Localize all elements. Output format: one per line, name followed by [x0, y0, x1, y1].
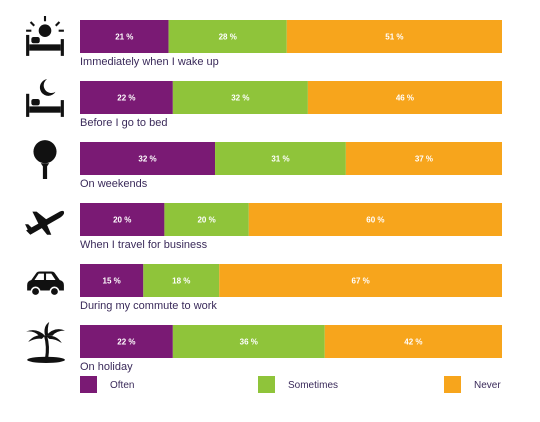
bar-never-5 [324, 325, 502, 358]
data-label-often-0: 21 % [115, 33, 133, 42]
bar-sometimes-1 [172, 81, 308, 114]
bar-sometimes-3 [164, 203, 249, 236]
data-label-never-5: 42 % [404, 338, 422, 347]
airplane-icon [25, 210, 65, 235]
category-label-1: Before I go to bed [80, 117, 167, 129]
golf-ball-tee-icon [33, 140, 57, 179]
data-label-sometimes-2: 31 % [271, 155, 289, 164]
category-label-4: During my commute to work [80, 300, 217, 312]
bar-often-4 [80, 264, 144, 297]
palm-tree-island-icon [26, 322, 65, 363]
bar-often-0 [80, 20, 169, 53]
data-label-sometimes-4: 18 % [172, 277, 190, 286]
data-label-sometimes-5: 36 % [240, 338, 258, 347]
data-label-often-5: 22 % [117, 338, 135, 347]
category-icons [25, 16, 65, 363]
data-label-often-3: 20 % [113, 216, 131, 225]
legend-label-sometimes: Sometimes [288, 380, 338, 391]
bar-never-3 [248, 203, 502, 236]
bar-never-0 [286, 20, 502, 53]
car-icon [26, 270, 65, 297]
data-label-sometimes-3: 20 % [197, 216, 215, 225]
category-label-0: Immediately when I wake up [80, 56, 219, 68]
category-label-5: On holiday [80, 361, 133, 373]
legend-swatch-often [80, 376, 97, 393]
legend-label-often: Often [110, 380, 134, 391]
data-label-never-2: 37 % [415, 155, 433, 164]
category-label-3: When I travel for business [80, 239, 208, 251]
data-label-never-0: 51 % [385, 33, 403, 42]
data-label-often-2: 32 % [138, 155, 156, 164]
bar-often-5 [80, 325, 173, 358]
data-label-never-4: 67 % [352, 277, 370, 286]
moon-bed-icon [26, 79, 64, 117]
bar-never-2 [345, 142, 502, 175]
data-label-sometimes-1: 32 % [231, 94, 249, 103]
bar-sometimes-5 [172, 325, 325, 358]
bar-never-4 [219, 264, 502, 297]
bars: 21 % 28 % 51 % 22 % 32 % 46 % 32 % 31 % 37 % 20 %… [80, 20, 502, 358]
bar-often-2 [80, 142, 216, 175]
legend-label-never: Never [474, 380, 501, 391]
data-label-never-3: 60 % [366, 216, 384, 225]
sunrise-bed-icon [26, 16, 64, 56]
legend-swatch-never [444, 376, 461, 393]
bar-sometimes-2 [215, 142, 346, 175]
data-label-often-4: 15 % [103, 277, 121, 286]
bar-often-1 [80, 81, 173, 114]
bar-never-1 [307, 81, 502, 114]
legend: Often Sometimes Never [80, 376, 501, 393]
bar-often-3 [80, 203, 165, 236]
data-label-never-1: 46 % [396, 94, 414, 103]
category-labels: Immediately when I wake up Before I go to… [80, 56, 219, 373]
legend-swatch-sometimes [258, 376, 275, 393]
category-label-2: On weekends [80, 178, 148, 190]
bar-sometimes-0 [168, 20, 287, 53]
data-label-often-1: 22 % [117, 94, 135, 103]
data-label-sometimes-0: 28 % [219, 33, 237, 42]
bar-sometimes-4 [143, 264, 220, 297]
